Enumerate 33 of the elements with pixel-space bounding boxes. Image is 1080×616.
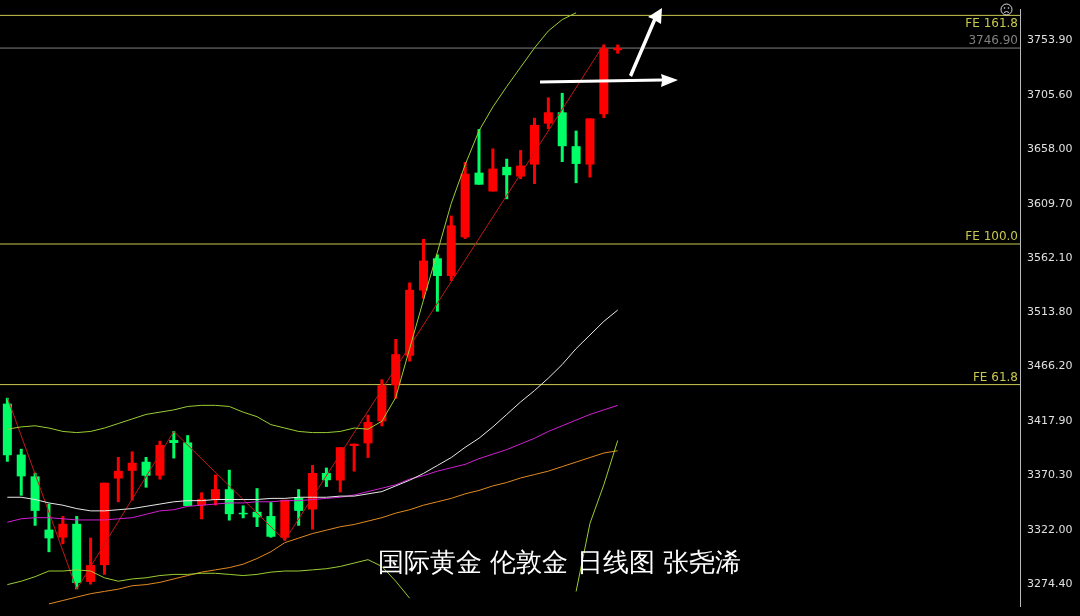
y-tick-label: 3753.90: [1027, 32, 1073, 46]
y-tick-label: 3370.30: [1027, 468, 1073, 482]
candlestick: [169, 431, 179, 459]
y-tick-label: 3466.20: [1027, 359, 1073, 373]
candlestick: [474, 129, 484, 185]
ref-line-label: FE 61.8: [972, 369, 1018, 384]
y-tick-label: 3609.70: [1027, 196, 1073, 210]
candlestick: [363, 413, 373, 458]
ref-line-label: FE 161.8: [965, 15, 1018, 30]
ref-line-label: FE 100.0: [965, 229, 1018, 244]
candlestick: [432, 254, 442, 312]
candlestick: [543, 97, 553, 131]
candlestick: [502, 157, 512, 201]
candlestick: [58, 516, 68, 546]
candlestick: [113, 456, 123, 504]
y-tick-label: 3322.00: [1027, 523, 1073, 537]
candlestick: [266, 502, 276, 538]
y-tick-label: 3417.90: [1027, 414, 1073, 428]
y-tick-label: 3658.00: [1027, 141, 1073, 155]
candlestick: [571, 130, 581, 185]
candlestick: [488, 148, 498, 192]
y-tick-label: 3513.80: [1027, 305, 1073, 319]
candlestick: [141, 456, 151, 488]
y-tick-label: 3274.40: [1027, 577, 1073, 591]
candlestick: [44, 503, 54, 554]
ref-line-label: 3746.90: [968, 33, 1018, 48]
candlestick: [127, 451, 137, 501]
annotation: 国际黄金 伦敦金 日线图 张尧浠: [378, 546, 741, 579]
candlestick: [16, 447, 26, 496]
candlestick: [210, 474, 220, 506]
y-tick-label: 3562.10: [1027, 250, 1073, 264]
candlestick: [349, 443, 359, 472]
y-tick-label: 3705.60: [1027, 87, 1073, 101]
